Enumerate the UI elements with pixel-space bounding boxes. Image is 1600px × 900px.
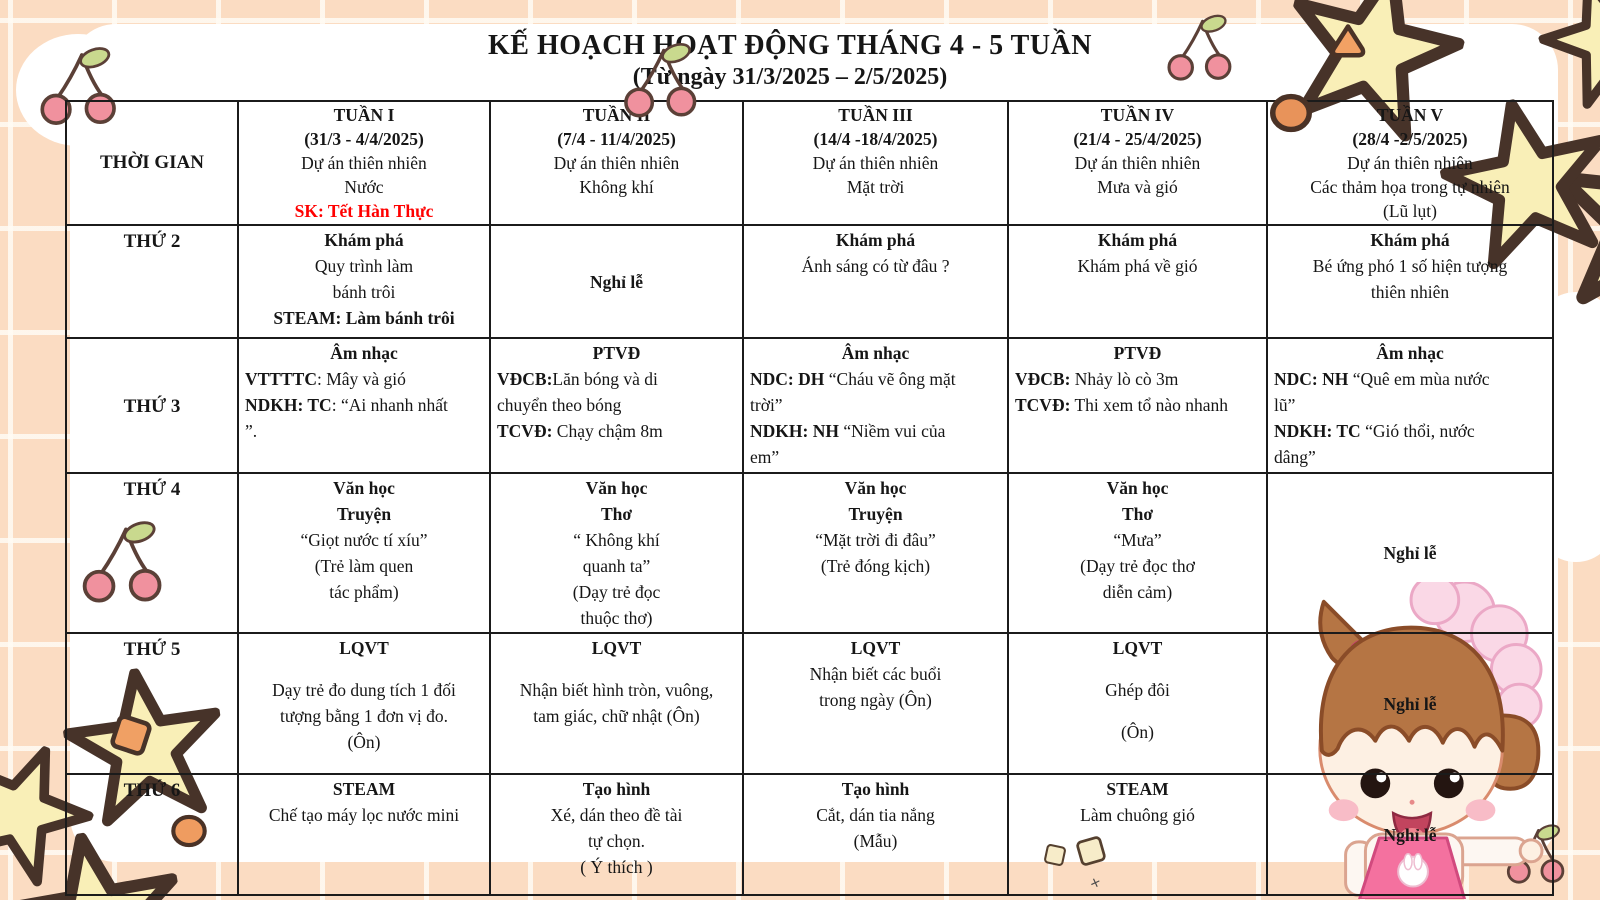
cherries-icon <box>618 40 706 128</box>
cell-day3-week1: Văn học Truyện “Giọt nước tí xíu” (Trẻ làm … <box>237 472 491 634</box>
week-header-1: TUẦN I (31/3 - 4/4/2025) Dự án thiên nhiên… <box>237 100 491 226</box>
week-header-2: TUẦN II (7/4 - 11/4/2025) Dự án thiên nhiê… <box>489 100 744 226</box>
cell-day5-week3: Tạo hình Cắt, dán tia nắng (Mẫu) <box>742 773 1009 896</box>
cell-day4-week2: LQVT Nhận biết hình tròn, vuông, tam giác,… <box>489 632 744 775</box>
star-icon <box>1525 0 1600 121</box>
cell-day4-week5: Nghỉ lễ <box>1266 632 1554 775</box>
day-label-2: THỨ 3 <box>65 337 239 474</box>
orange-dot-icon <box>1268 92 1314 134</box>
schedule-table: THỜI GIAN TUẦN I (31/3 - 4/4/2025) Dự án th… <box>65 100 1554 896</box>
cell-day3-week3: Văn học Truyện “Mặt trời đi đâu” (Trẻ đóng … <box>742 472 1009 634</box>
cell-day5-week5: Nghỉ lễ <box>1266 773 1554 896</box>
cell-day4-week4: LQVT Ghép đôi (Ôn) <box>1007 632 1268 775</box>
star-icon <box>1266 0 1478 156</box>
cell-day3-week4: Văn học Thơ “Mưa” (Dạy trẻ đọc thơ diễn cảm) <box>1007 472 1268 634</box>
week-header-5: TUẦN V (28/4 -2/5/2025) Dự án thiên nhiên C… <box>1266 100 1554 226</box>
cell-day1-week2: Nghỉ lễ <box>489 224 744 339</box>
corner-header: THỜI GIAN <box>65 100 239 226</box>
week-header-4: TUẦN IV (21/4 - 25/4/2025) Dự án thiên nhi… <box>1007 100 1268 226</box>
cell-day5-week1: STEAM Chế tạo máy lọc nước mini <box>237 773 491 896</box>
cell-day5-week4: STEAM Làm chuông gió <box>1007 773 1268 896</box>
cell-day4-week3: LQVT Nhận biết các buổi trong ngày (Ôn) <box>742 632 1009 775</box>
cell-day2-week4: PTVĐ VĐCB: Nhảy lò cò 3m TCVĐ: Thi xem tổ … <box>1007 337 1268 474</box>
cell-day1-week5: Khám phá Bé ứng phó 1 số hiện tượng thiên … <box>1266 224 1554 339</box>
day-label-1: THỨ 2 <box>65 224 239 339</box>
page-title: KẾ HOẠCH HOẠT ĐỘNG THÁNG 4 - 5 TUẦN <box>487 30 1092 61</box>
cell-day1-week4: Khám phá Khám phá về gió <box>1007 224 1268 339</box>
day-label-5: THỨ 6 <box>65 773 239 896</box>
title-block: KẾ HOẠCH HOẠT ĐỘNG THÁNG 4 - 5 TUẦN (Từ … <box>40 30 1540 91</box>
page-subtitle: (Từ ngày 31/3/2025 – 2/5/2025) <box>632 64 948 90</box>
cell-day3-week5: Nghỉ lễ <box>1266 472 1554 634</box>
day-label-4: THỨ 5 <box>65 632 239 775</box>
cherries-icon <box>1162 12 1240 90</box>
cell-day1-week3: Khám phá Ánh sáng có từ đâu ? <box>742 224 1009 339</box>
cell-day4-week1: LQVT Dạy trẻ đo dung tích 1 đối tượng bằng… <box>237 632 491 775</box>
orange-triangle-icon <box>1328 22 1368 58</box>
cell-day3-week2: Văn học Thơ “ Không khí quanh ta” (Dạy trẻ đ… <box>489 472 744 634</box>
star-icon <box>1542 108 1600 328</box>
cell-day2-week1: Âm nhạc VTTTTC: Mây và gió NDKH: TC: “Ai n… <box>237 337 491 474</box>
cell-day2-week3: Âm nhạc NDC: DH “Cháu vẽ ông mặt trời” NDKH… <box>742 337 1009 474</box>
week-header-3: TUẦN III (14/4 -18/4/2025) Dự án thiên nhi… <box>742 100 1009 226</box>
cell-day2-week5: Âm nhạc NDC: NH “Quê em mùa nước lũ” NDKH: … <box>1266 337 1554 474</box>
day-label-3: THỨ 4 <box>65 472 239 634</box>
cell-day2-week2: PTVĐ VĐCB:Lăn bóng và di chuyển theo bóng T… <box>489 337 744 474</box>
cell-day1-week1: Khám phá Quy trình làm bánh trôi STEAM: Làm… <box>237 224 491 339</box>
cell-day5-week2: Tạo hình Xé, dán theo đề tài tự chọn.( Ý t… <box>489 773 744 896</box>
